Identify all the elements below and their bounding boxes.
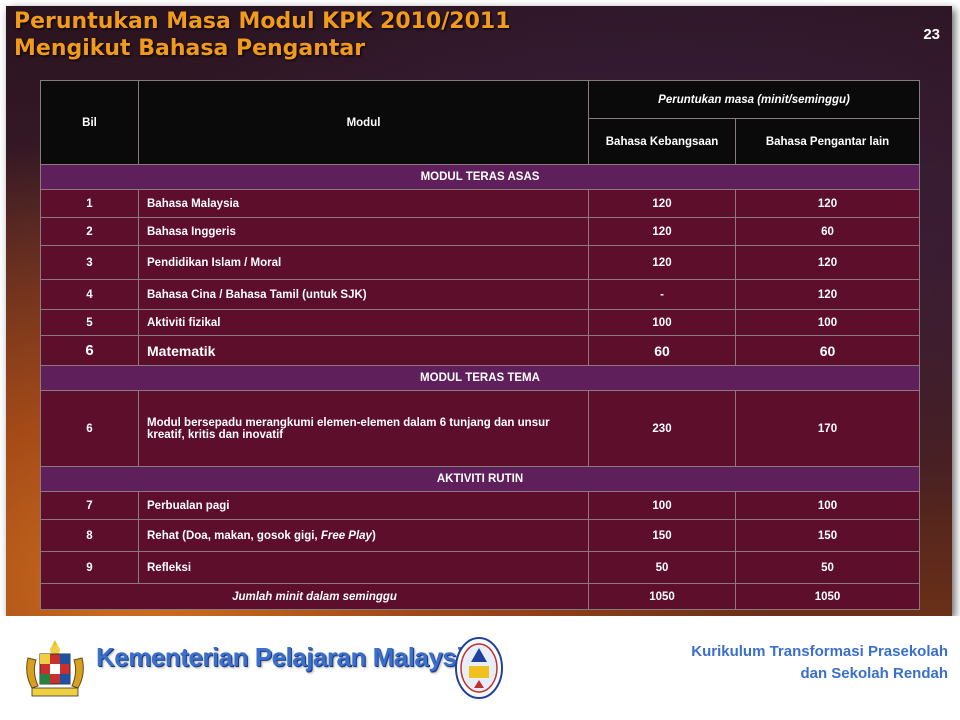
cell-bk: 120 (588, 245, 736, 280)
cell-bpl: 120 (734, 245, 921, 280)
cell-bk: 230 (588, 390, 736, 467)
cell-bpl: 100 (734, 309, 921, 336)
section-row: MODUL TERAS ASAS (39, 164, 921, 190)
cell-modul: Rehat (Doa, makan, gosok gigi, Free Play… (138, 519, 589, 552)
cell-modul: Bahasa Malaysia (138, 189, 589, 218)
cell-bk: 100 (588, 491, 736, 520)
section-row: MODUL TERAS TEMA (39, 365, 921, 391)
total-bpl: 1050 (734, 583, 921, 610)
cell-bk: 150 (588, 519, 736, 552)
cell-bpl: 60 (734, 335, 921, 366)
allocation-table: Bil Modul Peruntukan masa (minit/semingg… (39, 80, 921, 610)
program-line-1: Kurikulum Transformasi Prasekolah (691, 643, 948, 660)
modul-italic-text: Free Play (320, 529, 372, 542)
table-row: 5 Aktiviti fizikal 100 100 (40, 309, 921, 336)
modul-text-end: ) (371, 529, 376, 542)
table-row: 4 Bahasa Cina / Bahasa Tamil (untuk SJK)… (40, 279, 921, 310)
table-row: 1 Bahasa Malaysia 120 120 (40, 189, 921, 218)
ministry-name: Kementerian Pelajaran Malaysia (96, 642, 477, 672)
cell-bil: 9 (40, 551, 139, 584)
cell-bil: 8 (40, 519, 139, 552)
header-bahasa-kebangsaan: Bahasa Kebangsaan (588, 118, 736, 165)
cell-bil: 3 (40, 245, 139, 280)
cell-bil: 7 (40, 491, 139, 520)
allocation-table-wrap: Bil Modul Peruntukan masa (minit/semingg… (39, 80, 921, 610)
cell-modul: Bahasa Cina / Bahasa Tamil (untuk SJK) (138, 279, 589, 310)
cell-bpl: 100 (734, 491, 921, 520)
table-row: 7 Perbualan pagi 100 100 (40, 491, 921, 520)
slide-number: 23 (923, 26, 940, 43)
slide-title: Peruntukan Masa Modul KPK 2010/2011 Meng… (14, 8, 511, 62)
total-label: Jumlah minit dalam seminggu (40, 583, 589, 610)
cell-bpl: 50 (734, 551, 921, 584)
cell-bk: 120 (588, 189, 736, 218)
cell-bil: 4 (40, 279, 139, 310)
total-bk: 1050 (588, 583, 736, 610)
cell-modul: Refleksi (138, 551, 589, 584)
table-row: 6 Modul bersepadu merangkumi elemen-elem… (40, 390, 921, 467)
cell-modul: Bahasa Inggeris (138, 217, 589, 246)
cell-modul: Matematik (138, 335, 589, 366)
header-bil: Bil (40, 80, 139, 165)
cell-modul: Modul bersepadu merangkumi elemen-elemen… (138, 390, 589, 467)
header-modul: Modul (138, 80, 589, 165)
section-rutin: AKTIVITI RUTIN (39, 466, 921, 492)
section-row: AKTIVITI RUTIN (39, 466, 921, 492)
cell-modul: Aktiviti fizikal (138, 309, 589, 336)
section-teras-asas: MODUL TERAS ASAS (39, 164, 921, 190)
cell-bk: 120 (588, 217, 736, 246)
table-row: 3 Pendidikan Islam / Moral 120 120 (40, 245, 921, 280)
cell-bk: 50 (588, 551, 736, 584)
title-line-2: Mengikut Bahasa Pengantar (14, 36, 366, 61)
cell-bpl: 120 (734, 189, 921, 218)
program-name: Kurikulum Transformasi Prasekolah dan Se… (691, 641, 948, 685)
title-line-1: Peruntukan Masa Modul KPK 2010/2011 (14, 9, 511, 34)
total-row: Jumlah minit dalam seminggu 1050 1050 (40, 583, 921, 610)
cell-modul: Pendidikan Islam / Moral (138, 245, 589, 280)
cell-bk: - (588, 279, 736, 310)
cell-bil: 1 (40, 189, 139, 218)
header-bahasa-pengantar-lain: Bahasa Pengantar lain (734, 118, 921, 165)
kpm-seal-icon (455, 637, 503, 699)
cell-bk: 100 (588, 309, 736, 336)
cell-bil: 6 (40, 335, 139, 366)
cell-bil: 5 (40, 309, 139, 336)
table-row: 8 Rehat (Doa, makan, gosok gigi, Free Pl… (40, 519, 921, 552)
cell-modul: Perbualan pagi (138, 491, 589, 520)
header-peruntukan: Peruntukan masa (minit/seminggu) (587, 80, 921, 119)
cell-bpl: 120 (734, 279, 921, 310)
modul-text: Rehat (Doa, makan, gosok gigi, (147, 529, 321, 542)
cell-bpl: 170 (734, 390, 921, 467)
cell-bpl: 150 (734, 519, 921, 552)
table-row: 2 Bahasa Inggeris 120 60 (40, 217, 921, 246)
section-teras-tema: MODUL TERAS TEMA (39, 365, 921, 391)
cell-bil: 2 (40, 217, 139, 246)
program-line-2: dan Sekolah Rendah (800, 665, 948, 682)
table-row: 6 Matematik 60 60 (40, 335, 921, 366)
malaysia-coat-of-arms-icon (26, 640, 84, 697)
cell-bil: 6 (40, 390, 139, 467)
cell-bpl: 60 (734, 217, 921, 246)
slide: Peruntukan Masa Modul KPK 2010/2011 Meng… (6, 6, 952, 616)
table-row: 9 Refleksi 50 50 (40, 551, 921, 584)
footer: Kementerian Pelajaran Malaysia Kurikulum… (0, 616, 960, 720)
cell-bk: 60 (588, 335, 736, 366)
